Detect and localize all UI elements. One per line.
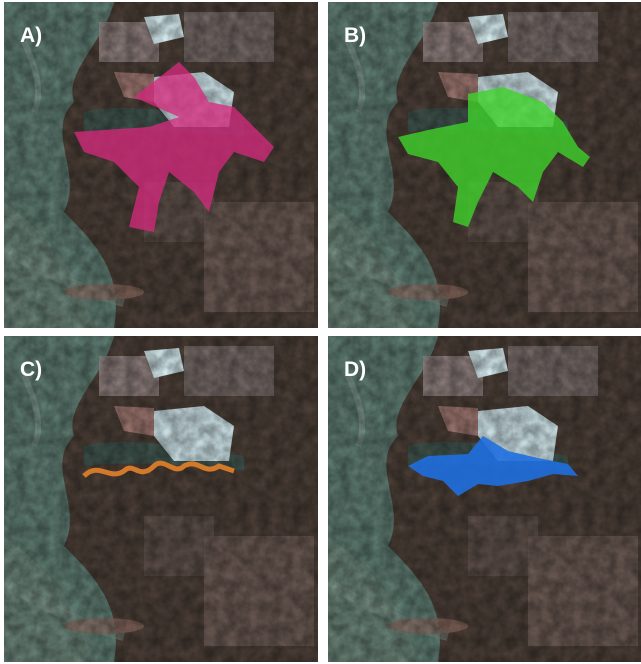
overlay-d (408, 436, 578, 496)
panel-label: A) (20, 24, 42, 47)
overlay-c (82, 460, 235, 478)
panel-label: B) (344, 24, 366, 47)
panel-label: C) (20, 358, 42, 381)
panel-d: D) (328, 336, 641, 662)
panel-label: D) (344, 358, 366, 381)
panel-c: C) (4, 336, 318, 662)
panel-a: A) (4, 2, 318, 328)
panel-b: B) (328, 2, 641, 328)
overlay-a (74, 62, 274, 232)
overlay-b (398, 87, 590, 227)
